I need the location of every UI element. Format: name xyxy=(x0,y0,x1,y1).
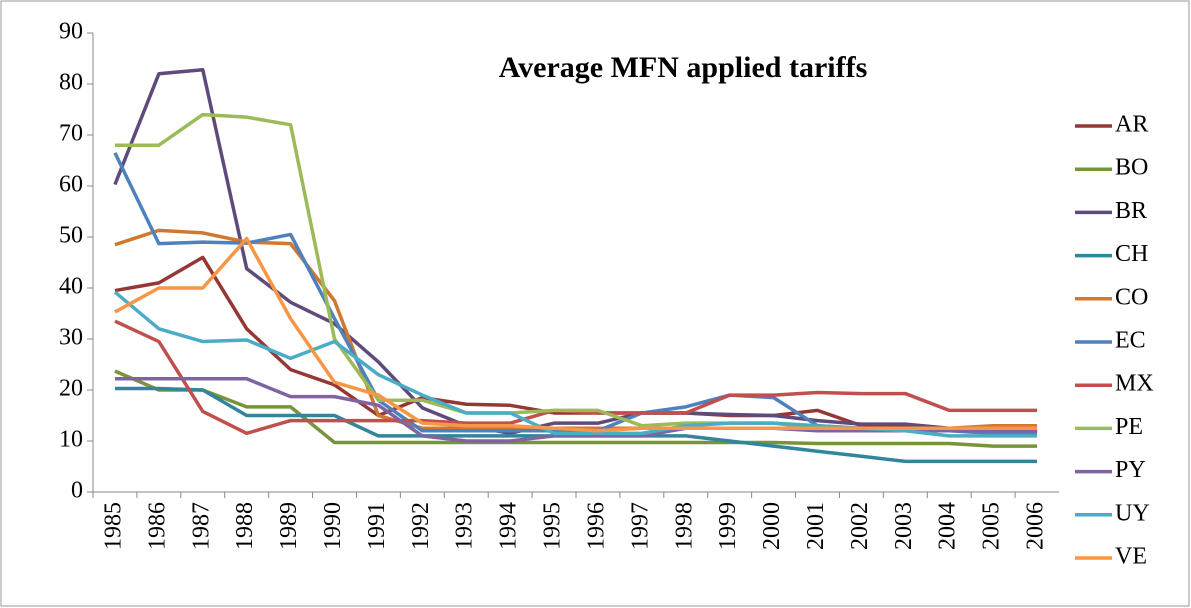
x-tick-label: 1987 xyxy=(188,502,214,550)
x-tick-label: 1995 xyxy=(540,502,566,550)
x-tick-label: 1988 xyxy=(232,502,258,550)
legend-label: PE xyxy=(1115,414,1143,440)
y-tick-label: 30 xyxy=(59,325,83,351)
legend-label: PY xyxy=(1115,457,1146,483)
legend-label: EC xyxy=(1115,328,1146,354)
y-tick-label: 60 xyxy=(59,172,83,198)
legend-label: VE xyxy=(1115,544,1147,570)
x-tick-label: 2003 xyxy=(891,502,917,550)
series-line xyxy=(114,369,1038,448)
y-tick-label: 70 xyxy=(59,121,83,147)
y-tick-label: 0 xyxy=(71,478,83,504)
x-tick-label: 1992 xyxy=(408,502,434,550)
legend-label: BR xyxy=(1115,198,1147,224)
y-tick-label: 50 xyxy=(59,223,83,249)
legend-label: CO xyxy=(1115,284,1148,310)
x-tick-label: 1993 xyxy=(452,502,478,550)
y-tick-label: 40 xyxy=(59,274,83,300)
legend-label: AR xyxy=(1115,112,1148,138)
series-line xyxy=(113,67,1038,436)
x-tick-label: 2002 xyxy=(847,502,873,550)
x-tick-label: 2000 xyxy=(759,502,785,550)
y-tick-label: 10 xyxy=(59,427,83,453)
legend-label: BO xyxy=(1115,155,1148,181)
y-tick-label: 80 xyxy=(59,70,83,96)
x-tick-label: 1986 xyxy=(144,502,170,550)
y-tick-label: 90 xyxy=(59,19,83,45)
series-line xyxy=(114,236,1038,433)
y-tick-label: 20 xyxy=(59,376,83,402)
chart-title: Average MFN applied tariffs xyxy=(499,51,868,84)
x-tick-label: 2001 xyxy=(803,502,829,550)
x-tick-label: 2004 xyxy=(935,502,961,550)
x-tick-label: 1985 xyxy=(100,502,126,550)
x-tick-label: 1999 xyxy=(715,502,741,550)
legend-label: MX xyxy=(1115,371,1154,397)
x-tick-label: 1998 xyxy=(671,502,697,550)
x-tick-label: 1989 xyxy=(276,502,302,550)
x-tick-label: 2006 xyxy=(1023,502,1049,550)
x-tick-label: 1997 xyxy=(627,502,653,550)
legend-label: UY xyxy=(1115,500,1150,526)
legend-label: CH xyxy=(1115,241,1148,267)
x-tick-label: 2005 xyxy=(979,502,1005,550)
x-tick-label: 1996 xyxy=(583,502,609,550)
x-tick-label: 1994 xyxy=(496,502,522,550)
x-tick-label: 1990 xyxy=(320,502,346,550)
x-tick-label: 1991 xyxy=(364,502,390,550)
